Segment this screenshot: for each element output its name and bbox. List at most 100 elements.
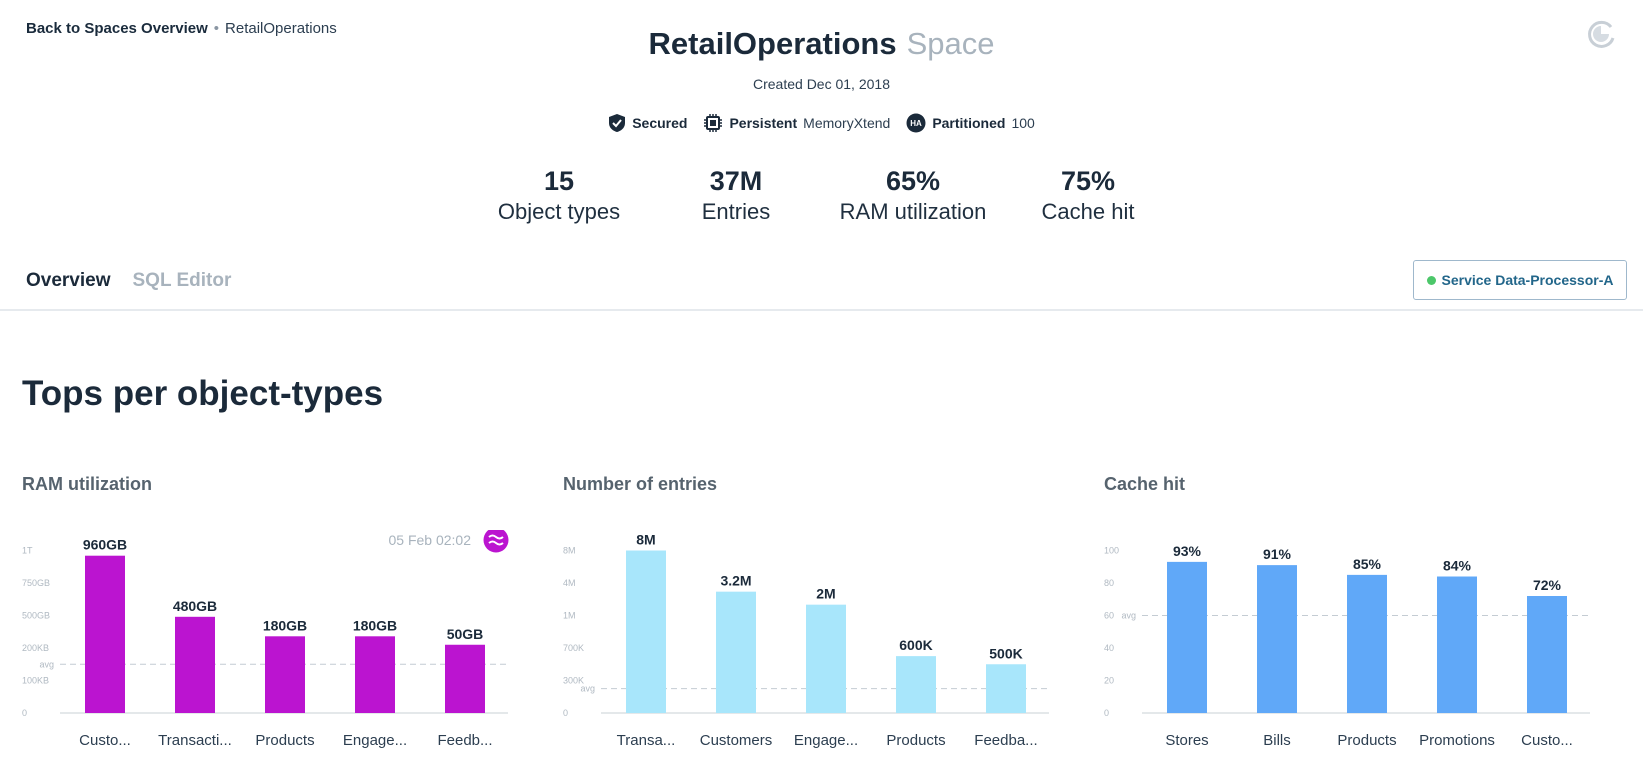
chip-icon [704, 114, 723, 132]
bar[interactable] [1167, 561, 1207, 713]
avg-label: avg [580, 684, 595, 694]
stat-ram-utilization: 65% RAM utilization [823, 165, 1003, 227]
stat-object-types: 15 Object types [469, 165, 649, 227]
stat-value: 65% [885, 166, 941, 196]
y-tick-label: 0 [563, 708, 568, 718]
category-label: Custo... [1521, 732, 1573, 749]
bar[interactable] [986, 664, 1026, 713]
stat-value: 75% [1060, 166, 1116, 196]
tab-overview[interactable]: Overview [26, 270, 111, 291]
bar-value-label: 2M [816, 586, 835, 602]
stat-label: Object types [497, 199, 621, 224]
bar[interactable] [85, 555, 125, 713]
y-tick-label: 80 [1104, 578, 1114, 588]
ha-icon: HA [906, 113, 926, 133]
y-tick-label: 1M [563, 611, 576, 621]
service-status-dot [1426, 275, 1436, 285]
breadcrumb-separator: • [213, 20, 220, 37]
y-tick-label: 500GB [22, 611, 50, 621]
y-tick-label: 0 [22, 708, 27, 718]
secured-badge: Secured [608, 113, 687, 133]
bar-value-label: 72% [1533, 577, 1562, 593]
y-tick-label: 200KB [22, 643, 49, 653]
y-tick-label: 60 [1104, 611, 1114, 621]
bar[interactable] [175, 616, 215, 713]
ram-chart-title: RAM utilization [22, 474, 152, 494]
persistent-label: Persistent [729, 115, 798, 131]
secured-label: Secured [632, 115, 688, 131]
app-logo-icon [1588, 20, 1615, 48]
y-tick-label: 300K [563, 676, 584, 686]
bar[interactable] [355, 636, 395, 713]
bar[interactable] [716, 591, 756, 713]
y-tick-label: 750GB [22, 578, 50, 588]
space-badges: Secured Persistent MemoryXtend HA Partit… [0, 113, 1643, 133]
bar-value-label: 50GB [447, 626, 484, 642]
chart-timestamp: 05 Feb 02:02 [388, 532, 471, 548]
service-label: Service Data-Processor-A [1441, 272, 1614, 288]
bar[interactable] [626, 550, 666, 714]
category-label: Customers [700, 732, 773, 749]
bar-value-label: 85% [1353, 556, 1382, 572]
bar-value-label: 8M [636, 532, 655, 548]
category-label: Feedba... [974, 732, 1037, 749]
back-to-spaces-link[interactable]: Back to Spaces Overview [26, 20, 208, 37]
bar[interactable] [265, 636, 305, 713]
category-label: Products [1337, 732, 1396, 749]
bar[interactable] [1257, 565, 1297, 713]
bar-value-label: 600K [899, 637, 932, 653]
category-label: Transa... [617, 732, 676, 749]
bar[interactable] [445, 644, 485, 713]
partitioned-value: 100 [1011, 115, 1035, 131]
stat-cache-hit: 75% Cache hit [998, 165, 1178, 227]
category-label: Stores [1165, 732, 1208, 749]
persistent-badge: Persistent MemoryXtend [703, 113, 890, 133]
space-name: RetailOperations [648, 26, 897, 61]
service-button[interactable]: Service Data-Processor-A [1413, 260, 1627, 300]
bar-value-label: 3.2M [720, 573, 751, 589]
bar-value-label: 500K [989, 645, 1022, 661]
bar[interactable] [1347, 574, 1387, 713]
category-label: Feedb... [437, 732, 492, 749]
svg-text:HA: HA [911, 119, 923, 128]
shield-icon [609, 114, 626, 132]
category-label: Products [255, 732, 314, 749]
category-label: Custo... [79, 732, 131, 749]
bar-value-label: 180GB [263, 617, 307, 633]
breadcrumb: Back to Spaces Overview • RetailOperations [26, 20, 337, 37]
bar[interactable] [806, 604, 846, 713]
y-tick-label: 40 [1104, 643, 1114, 653]
bar-value-label: 480GB [173, 598, 217, 614]
bar-value-label: 93% [1173, 543, 1202, 559]
stat-label: Cache hit [1041, 199, 1135, 224]
bar[interactable] [1527, 596, 1567, 713]
y-tick-label: 8M [563, 546, 576, 556]
category-label: Products [886, 732, 945, 749]
category-label: Bills [1263, 732, 1291, 749]
bar-value-label: 180GB [353, 617, 397, 633]
ram-utilization-chart: 0 100KB 200KB 500GB 750GB 1T avg 960GB Custo... 4… [22, 530, 509, 749]
bar[interactable] [1437, 576, 1477, 714]
stat-entries: 37M Entries [646, 165, 826, 227]
category-label: Engage... [794, 732, 858, 749]
tab-sql-editor[interactable]: SQL Editor [132, 270, 232, 291]
live-wave-icon[interactable] [483, 530, 509, 553]
stat-label: RAM utilization [839, 199, 987, 224]
stat-value: 15 [543, 166, 575, 196]
y-tick-label: 20 [1104, 676, 1114, 686]
bar-value-label: 84% [1443, 558, 1472, 574]
entries-chart-title: Number of entries [563, 474, 718, 494]
y-tick-label: 700K [563, 643, 584, 653]
section-title: Tops per object-types [22, 374, 384, 413]
space-label: Space [906, 26, 995, 61]
bar-value-label: 960GB [83, 537, 127, 553]
stat-label: Entries [701, 199, 771, 224]
divider [0, 309, 1643, 311]
stat-value: 37M [709, 166, 763, 196]
avg-label: avg [39, 659, 54, 669]
persistent-value: MemoryXtend [803, 115, 891, 131]
y-tick-label: 100 [1104, 546, 1119, 556]
breadcrumb-current: RetailOperations [225, 20, 337, 37]
bar-value-label: 91% [1263, 546, 1292, 562]
bar[interactable] [896, 656, 936, 713]
